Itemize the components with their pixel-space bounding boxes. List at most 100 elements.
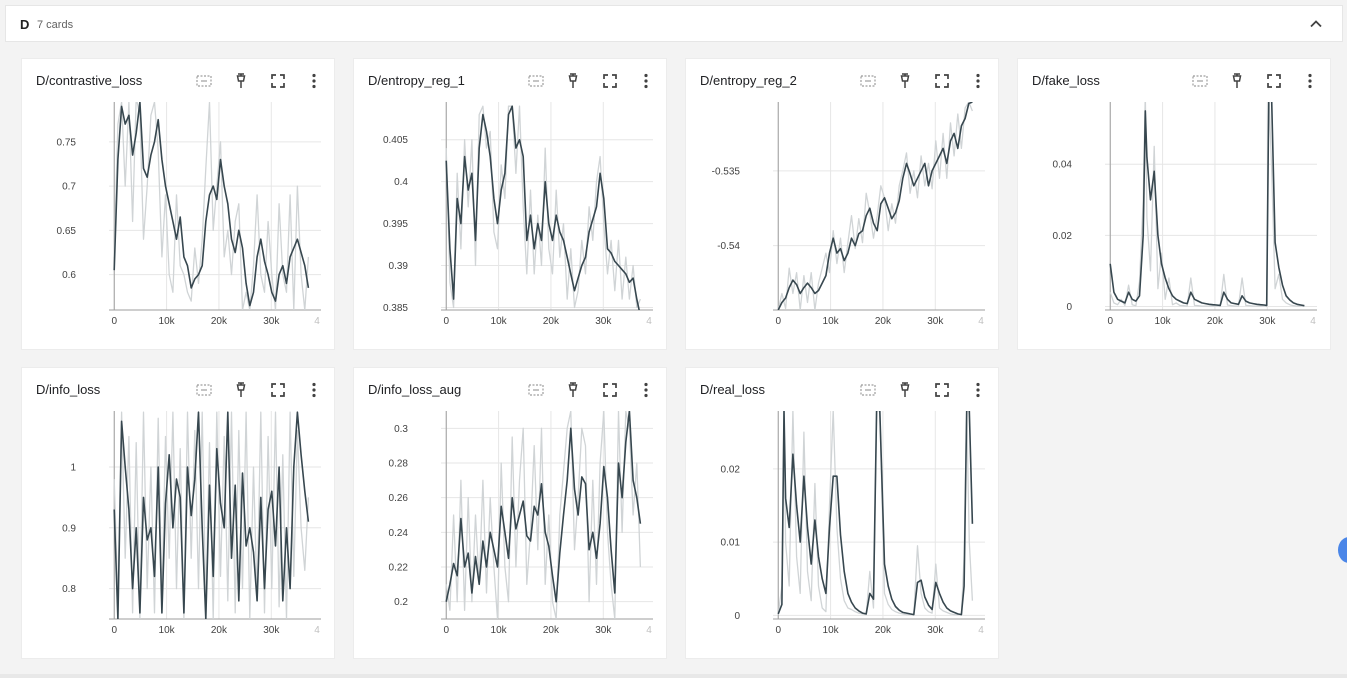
more-vert-icon[interactable] [636,71,656,91]
x-tick-label: 0 [775,625,781,636]
x-tick-label: 0 [775,316,781,327]
x-tick-label: 30k [927,625,944,636]
raw-series-line [1109,102,1305,307]
scalar-card[interactable]: D/info_loss 0 10k 20k 30k 4 0.8 0.9 1 [21,367,335,659]
y-tick-label: 0.24 [389,528,409,539]
x-tick-label: 20k [211,625,228,636]
pin-icon[interactable] [895,380,915,400]
x-tick-label: 30k [595,316,612,327]
pin-icon[interactable] [231,380,251,400]
line-chart[interactable]: 0 10k 20k 30k 4 0.2 0.22 0.24 0.26 0.28 0.3 [354,368,668,660]
x-tick-label: 0 [111,625,117,636]
more-vert-icon[interactable] [636,380,656,400]
smoothed-series-line [777,411,974,616]
x-tick-label: 4 [314,625,320,636]
fit-domain-icon[interactable] [526,380,546,400]
y-tick-label: 0 [1066,302,1072,313]
card-title: D/fake_loss [1032,73,1100,88]
card-title: D/entropy_reg_1 [368,73,465,88]
smoothed-series-line [1109,102,1305,307]
fit-domain-icon[interactable] [194,71,214,91]
fit-domain-icon[interactable] [858,71,878,91]
x-tick-label: 0 [443,316,449,327]
card-title: D/entropy_reg_2 [700,73,797,88]
scalar-card[interactable]: D/contrastive_loss 0 10k 20k 30k 4 0.6 0.65 0.7 0… [21,58,335,350]
x-tick-label: 30k [927,316,944,327]
smoothed-series-line [445,105,640,310]
fullscreen-icon[interactable] [268,71,288,91]
fullscreen-icon[interactable] [600,380,620,400]
pin-icon[interactable] [895,71,915,91]
x-tick-label: 30k [263,316,280,327]
x-tick-label: 10k [159,625,176,636]
line-chart[interactable]: 0 10k 20k 30k 4 0.385 0.39 0.395 0.4 0.405 [354,59,668,351]
card-title: D/info_loss_aug [368,382,462,397]
fullscreen-icon[interactable] [932,71,952,91]
line-chart[interactable]: 0 10k 20k 30k 4 0.8 0.9 1 [22,368,336,660]
group-card-count: 7 cards [37,19,74,31]
x-tick-label: 20k [543,316,560,327]
more-vert-icon[interactable] [304,380,324,400]
x-tick-label: 30k [263,625,280,636]
bottom-scrollbar[interactable] [0,674,1347,678]
y-tick-label: 0.02 [1053,231,1073,242]
y-tick-label: 0.9 [62,523,76,534]
more-vert-icon[interactable] [968,71,988,91]
pin-icon[interactable] [563,380,583,400]
y-tick-label: 0.04 [1053,160,1073,171]
x-tick-label: 0 [111,316,117,327]
fullscreen-icon[interactable] [268,380,288,400]
more-vert-icon[interactable] [304,71,324,91]
x-tick-label: 0 [443,625,449,636]
x-tick-label: 20k [211,316,228,327]
fullscreen-icon[interactable] [932,380,952,400]
x-tick-label: 10k [1155,316,1172,327]
more-vert-icon[interactable] [968,380,988,400]
x-tick-label: 30k [595,625,612,636]
card-title: D/real_loss [700,382,766,397]
line-chart[interactable]: 0 10k 20k 30k 4 -0.54 -0.535 [686,59,1000,351]
pin-icon[interactable] [231,71,251,91]
scalar-card[interactable]: D/real_loss 0 10k 20k 30k 4 0 0.01 0.02 [685,367,999,659]
fit-domain-icon[interactable] [858,380,878,400]
x-tick-label: 30k [1259,316,1276,327]
y-tick-label: 0.39 [389,261,409,272]
line-chart[interactable]: 0 10k 20k 30k 4 0 0.01 0.02 [686,368,1000,660]
y-tick-label: 0.75 [57,137,77,148]
line-chart[interactable]: 0 10k 20k 30k 4 0.6 0.65 0.7 0.75 [22,59,336,351]
scalar-card[interactable]: D/entropy_reg_2 0 10k 20k 30k 4 -0.54 -0.535 [685,58,999,350]
x-tick-label: 4 [314,316,320,327]
line-chart[interactable]: 0 10k 20k 30k 4 0 0.02 0.04 [1018,59,1332,351]
scalar-card[interactable]: D/fake_loss 0 10k 20k 30k 4 0 0.02 0.04 [1017,58,1331,350]
fit-domain-icon[interactable] [1190,71,1210,91]
y-tick-label: 0.405 [383,135,408,146]
fullscreen-icon[interactable] [1264,71,1284,91]
group-title: D [20,17,30,32]
x-tick-label: 10k [491,316,508,327]
scalar-card[interactable]: D/info_loss_aug 0 10k 20k 30k 4 0.2 0.22 0.24 0.2… [353,367,667,659]
y-tick-label: 0.2 [394,597,408,608]
y-tick-label: 0.395 [383,219,408,230]
scroll-indicator[interactable] [1338,537,1347,563]
y-tick-label: 0.02 [721,464,741,475]
smoothed-series-line [445,411,642,603]
pin-icon[interactable] [1227,71,1247,91]
y-tick-label: 0.6 [62,270,76,281]
x-tick-label: 4 [646,316,652,327]
card-group-header[interactable]: D 7 cards [5,5,1343,42]
x-tick-label: 4 [646,625,652,636]
fit-domain-icon[interactable] [526,71,546,91]
more-vert-icon[interactable] [1300,71,1320,91]
x-tick-label: 20k [1207,316,1224,327]
pin-icon[interactable] [563,71,583,91]
y-tick-label: 0.8 [62,584,76,595]
chevron-up-icon[interactable] [1306,14,1326,34]
fit-domain-icon[interactable] [194,380,214,400]
fullscreen-icon[interactable] [600,71,620,91]
y-tick-label: 0.01 [721,538,741,549]
scalar-card[interactable]: D/entropy_reg_1 0 10k 20k 30k 4 0.385 0.39 0.395… [353,58,667,350]
raw-series-line [777,102,974,310]
smoothed-series-line [113,102,310,307]
x-tick-label: 4 [1310,316,1316,327]
y-tick-label: 0.3 [394,424,408,435]
